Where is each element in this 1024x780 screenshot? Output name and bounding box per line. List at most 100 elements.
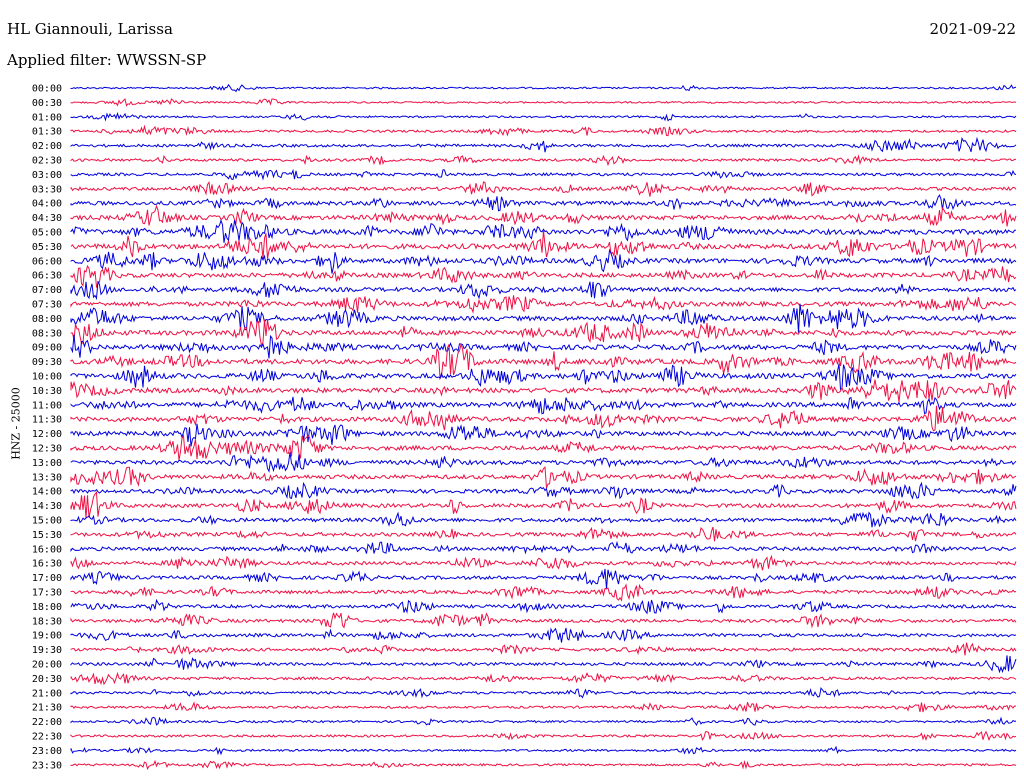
row-label-0430: 04:30: [32, 213, 62, 224]
trace-row-2200: [70, 716, 1017, 727]
trace-row-0700: [70, 280, 1017, 301]
row-label-2030: 20:30: [32, 674, 62, 685]
trace-row-0400: [70, 194, 1017, 212]
trace-row-0830: [70, 319, 1017, 348]
trace-row-1630: [70, 554, 1017, 571]
trace-row-1000: [70, 363, 1017, 391]
trace-row-0130: [70, 124, 1017, 137]
trace-row-1800: [70, 598, 1017, 615]
row-label-0730: 07:30: [32, 300, 62, 311]
row-label-0530: 05:30: [32, 242, 62, 253]
row-label-1530: 15:30: [32, 530, 62, 541]
trace-row-0330: [70, 181, 1017, 197]
row-label-1730: 17:30: [32, 588, 62, 599]
row-label-1700: 17:00: [32, 573, 62, 584]
row-label-1500: 15:00: [32, 516, 62, 527]
trace-row-0730: [70, 295, 1017, 314]
row-label-1630: 16:30: [32, 559, 62, 570]
trace-row-1100: [70, 396, 1017, 415]
row-label-0000: 00:00: [32, 84, 62, 95]
filter-label: Applied filter: WWSSN-SP: [7, 51, 207, 69]
trace-row-2000: [70, 655, 1017, 674]
row-label-1330: 13:30: [32, 472, 62, 483]
trace-row-0530: [70, 230, 1017, 259]
trace-row-1130: [70, 405, 1017, 432]
trace-row-1900: [70, 627, 1017, 643]
row-label-0700: 07:00: [32, 285, 62, 296]
trace-row-0500: [70, 218, 1016, 243]
row-label-0200: 02:00: [32, 141, 62, 152]
trace-row-1930: [70, 642, 1017, 656]
station-title: HL Giannouli, Larissa: [7, 20, 173, 38]
trace-row-0300: [70, 168, 1017, 181]
trace-row-1400: [70, 481, 1017, 500]
row-label-0800: 08:00: [32, 314, 62, 325]
row-label-0900: 09:00: [32, 343, 62, 354]
row-label-1900: 19:00: [32, 631, 62, 642]
traces: [70, 83, 1017, 771]
trace-row-2130: [70, 701, 1017, 713]
trace-row-1300: [70, 452, 1017, 473]
row-label-1100: 11:00: [32, 400, 62, 411]
trace-row-1600: [70, 540, 1017, 555]
row-label-1830: 18:30: [32, 616, 62, 627]
trace-row-2030: [70, 671, 1017, 686]
row-label-1200: 12:00: [32, 429, 62, 440]
trace-row-0030: [70, 97, 1017, 107]
row-label-2200: 22:00: [32, 717, 62, 728]
row-label-1130: 11:30: [32, 415, 62, 426]
row-label-1000: 10:00: [32, 372, 62, 383]
trace-row-0600: [70, 248, 1017, 274]
row-label-0130: 01:30: [32, 127, 62, 138]
row-label-2230: 22:30: [32, 732, 62, 743]
trace-row-0230: [70, 154, 1017, 167]
trace-row-1830: [70, 612, 1017, 629]
trace-row-1030: [70, 379, 1017, 403]
row-label-1030: 10:30: [32, 386, 62, 397]
row-label-0830: 08:30: [32, 328, 62, 339]
trace-row-1230: [70, 433, 1017, 461]
row-label-1930: 19:30: [32, 645, 62, 656]
row-label-0930: 09:30: [32, 357, 62, 368]
row-label-2130: 21:30: [32, 703, 62, 714]
row-label-1800: 18:00: [32, 602, 62, 613]
row-label-2300: 23:00: [32, 746, 62, 757]
trace-row-0630: [70, 264, 1017, 289]
row-label-1600: 16:00: [32, 544, 62, 555]
trace-row-1500: [70, 511, 1017, 528]
row-label-0600: 06:00: [32, 256, 62, 267]
trace-row-1530: [70, 526, 1017, 542]
trace-row-1700: [70, 568, 1017, 590]
row-label-2330: 23:30: [32, 760, 62, 771]
row-label-2100: 21:00: [32, 688, 62, 699]
trace-row-0900: [70, 334, 1017, 359]
row-labels: 00:00 00:30 01:00 01:30 02:00 02:30 03:00 03:30…: [32, 84, 62, 772]
trace-row-1730: [70, 583, 1017, 602]
row-label-0330: 03:30: [32, 184, 62, 195]
trace-row-1430: [70, 491, 1017, 519]
trace-row-0200: [70, 136, 1017, 153]
row-label-0230: 02:30: [32, 156, 62, 167]
row-label-2000: 20:00: [32, 660, 62, 671]
trace-row-0430: [70, 204, 1017, 227]
trace-row-2300: [70, 745, 1017, 756]
trace-row-0000: [70, 83, 1017, 93]
row-label-1230: 12:30: [32, 444, 62, 455]
trace-row-2100: [70, 686, 1017, 699]
trace-row-0800: [70, 303, 1017, 333]
trace-row-1330: [70, 465, 1017, 489]
trace-row-0100: [70, 111, 1017, 122]
row-label-0500: 05:00: [32, 228, 62, 239]
row-label-1430: 14:30: [32, 501, 62, 512]
row-label-0630: 06:30: [32, 271, 62, 282]
date-label: 2021-09-22: [929, 20, 1016, 38]
trace-row-1200: [70, 423, 1017, 447]
row-label-0030: 00:30: [32, 98, 62, 109]
trace-row-2330: [70, 759, 1017, 771]
row-label-0300: 03:00: [32, 170, 62, 181]
row-label-0100: 01:00: [32, 112, 62, 123]
row-label-0400: 04:00: [32, 199, 62, 210]
trace-row-2230: [70, 730, 1017, 742]
row-label-1300: 13:00: [32, 458, 62, 469]
